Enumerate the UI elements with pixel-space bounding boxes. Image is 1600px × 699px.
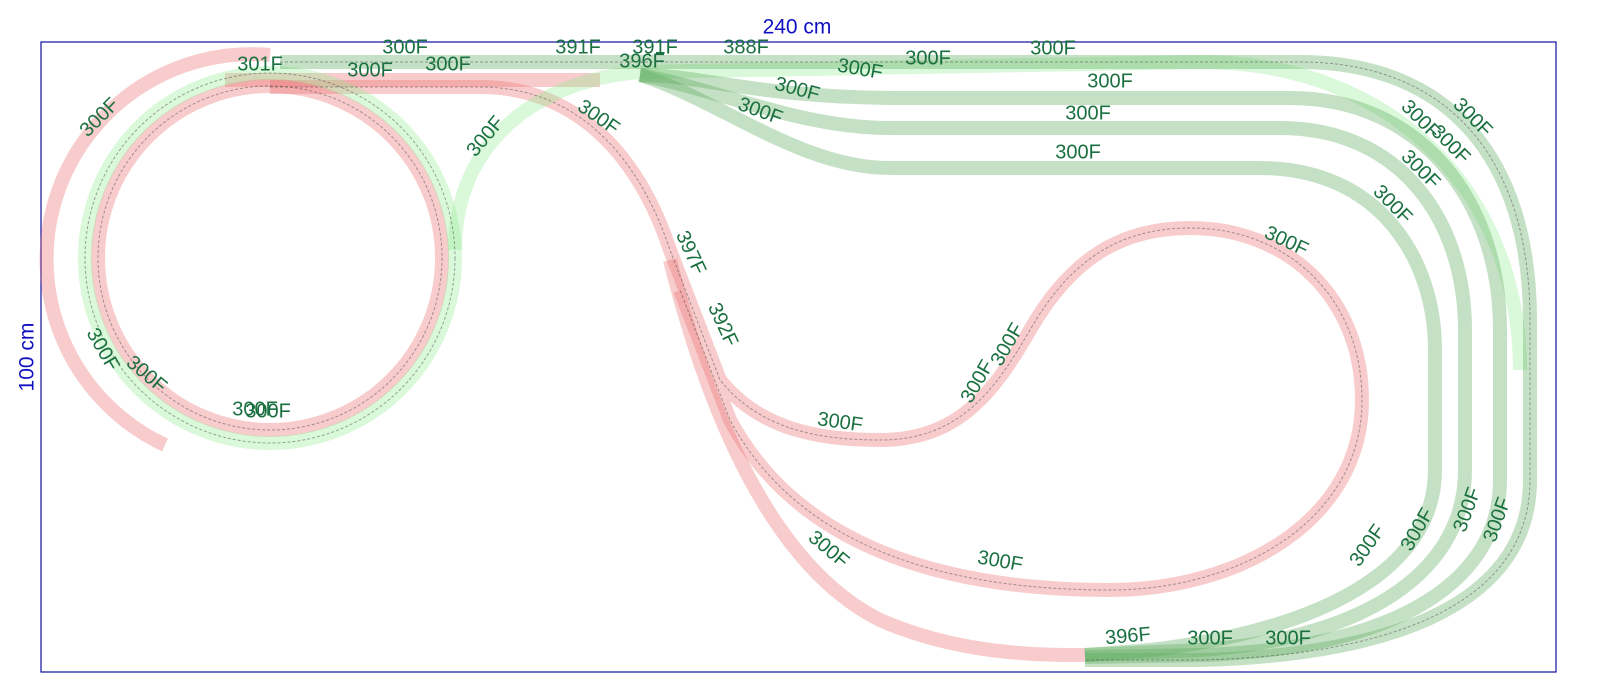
piece-label: 300F: [1030, 37, 1076, 59]
track-edge: [97, 85, 443, 431]
piece-label: 300F: [772, 73, 822, 106]
track-green: [638, 68, 1472, 662]
track-red: [39, 47, 271, 452]
piece-label: 388F: [723, 36, 769, 58]
piece-label: 300F: [1265, 627, 1311, 649]
piece-label: 300F: [245, 400, 291, 422]
board: [40, 41, 1557, 673]
piece-label: 396F: [619, 50, 665, 72]
track-green: [639, 68, 1507, 664]
track-red: [663, 258, 1086, 662]
piece-label: 301F: [237, 53, 283, 75]
piece-label: 391F: [555, 36, 601, 58]
piece-label: 300F: [905, 47, 951, 69]
piece-label: 391F: [632, 36, 678, 58]
track-pale: [448, 54, 1527, 371]
width-label: 240 cm: [763, 16, 832, 39]
track-edge: [280, 61, 1531, 661]
piece-label: 300F: [425, 53, 471, 75]
piece-label: 300F: [382, 36, 428, 58]
piece-label: 300F: [1187, 627, 1233, 649]
piece-label: 300F: [232, 398, 278, 420]
track-edge: [84, 72, 456, 444]
piece-label: 300F: [976, 547, 1025, 577]
piece-label: 300F: [1055, 141, 1101, 163]
tracks: [39, 47, 1537, 667]
height-label: 100 cm: [16, 323, 39, 392]
track-green: [637, 68, 1442, 662]
track-red: [270, 80, 1370, 598]
piece-label: 396F: [1104, 623, 1151, 649]
track-edge: [270, 86, 1363, 591]
piece-label: 300F: [1479, 495, 1515, 545]
track-red: [91, 79, 449, 437]
piece-label: 300F: [1065, 102, 1111, 124]
piece-label: 300F: [347, 59, 393, 81]
piece-label: 300F: [1396, 504, 1438, 554]
track-pale: [78, 66, 462, 450]
piece-label: 300F: [1087, 70, 1133, 92]
piece-label: 300F: [1449, 485, 1485, 535]
track-green: [280, 55, 1537, 667]
